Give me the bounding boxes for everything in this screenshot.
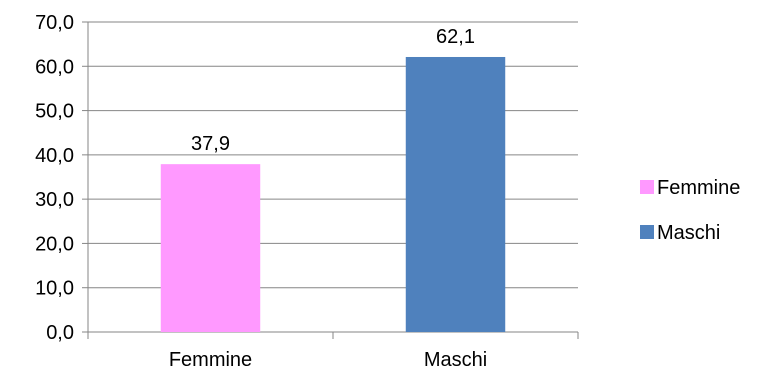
legend: Femmine Maschi	[640, 177, 740, 244]
x-tick-label-maschi: Maschi	[424, 349, 487, 371]
y-tick-label: 0,0	[46, 322, 74, 344]
legend-label-femmine: Femmine	[657, 177, 740, 199]
y-tick-label: 70,0	[35, 12, 74, 34]
y-tick-label: 30,0	[35, 189, 74, 211]
y-tick-label: 10,0	[35, 278, 74, 300]
y-tick-labels: 0,0 10,0 20,0 30,0 40,0 50,0 60,0 70,0	[35, 12, 74, 344]
bar-maschi	[405, 56, 506, 332]
data-label-maschi: 62,1	[436, 26, 475, 48]
y-tick-label: 50,0	[35, 101, 74, 123]
data-labels: 37,9 62,1	[191, 26, 475, 155]
y-tick-label: 60,0	[35, 56, 74, 78]
legend-label-maschi: Maschi	[657, 222, 720, 244]
x-tick-labels: Femmine Maschi	[169, 349, 487, 371]
data-label-femmine: 37,9	[191, 133, 230, 155]
y-tick-label: 20,0	[35, 233, 74, 255]
bars	[160, 56, 506, 332]
legend-swatch-femmine	[640, 180, 654, 194]
bar-femmine	[160, 164, 261, 332]
y-tick-label: 40,0	[35, 145, 74, 167]
legend-swatch-maschi	[640, 225, 654, 239]
x-tick-label-femmine: Femmine	[169, 349, 252, 371]
